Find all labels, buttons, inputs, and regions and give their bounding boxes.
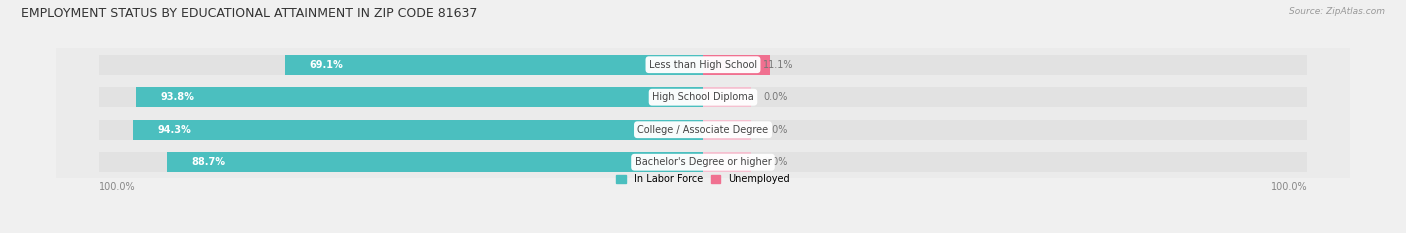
Text: High School Diploma: High School Diploma <box>652 92 754 102</box>
Bar <box>136 87 703 107</box>
Bar <box>703 87 751 107</box>
Bar <box>703 120 1308 140</box>
Text: 100.0%: 100.0% <box>98 182 135 192</box>
Bar <box>703 120 751 140</box>
Bar <box>56 81 1350 113</box>
Bar <box>98 120 703 140</box>
Text: Source: ZipAtlas.com: Source: ZipAtlas.com <box>1289 7 1385 16</box>
Text: 94.3%: 94.3% <box>157 125 191 135</box>
Bar <box>703 152 1308 172</box>
Bar <box>56 48 1350 81</box>
Bar <box>167 152 703 172</box>
Text: Bachelor's Degree or higher: Bachelor's Degree or higher <box>634 157 772 167</box>
Text: 0.0%: 0.0% <box>763 125 787 135</box>
Bar <box>703 87 1308 107</box>
Text: College / Associate Degree: College / Associate Degree <box>637 125 769 135</box>
Text: 0.0%: 0.0% <box>763 157 787 167</box>
Text: 11.1%: 11.1% <box>763 60 794 70</box>
Bar <box>703 55 1308 75</box>
Text: 88.7%: 88.7% <box>191 157 225 167</box>
Text: 93.8%: 93.8% <box>160 92 194 102</box>
Bar <box>703 152 751 172</box>
Bar <box>98 152 703 172</box>
Bar <box>98 55 703 75</box>
Bar <box>134 120 703 140</box>
Text: 69.1%: 69.1% <box>309 60 343 70</box>
Bar <box>56 146 1350 178</box>
Bar <box>98 87 703 107</box>
Text: 0.0%: 0.0% <box>763 92 787 102</box>
Bar <box>56 113 1350 146</box>
Text: 100.0%: 100.0% <box>1271 182 1308 192</box>
Legend: In Labor Force, Unemployed: In Labor Force, Unemployed <box>612 170 794 188</box>
Bar <box>285 55 703 75</box>
Text: Less than High School: Less than High School <box>650 60 756 70</box>
Bar <box>703 55 751 75</box>
Text: EMPLOYMENT STATUS BY EDUCATIONAL ATTAINMENT IN ZIP CODE 81637: EMPLOYMENT STATUS BY EDUCATIONAL ATTAINM… <box>21 7 478 20</box>
Bar <box>703 55 770 75</box>
